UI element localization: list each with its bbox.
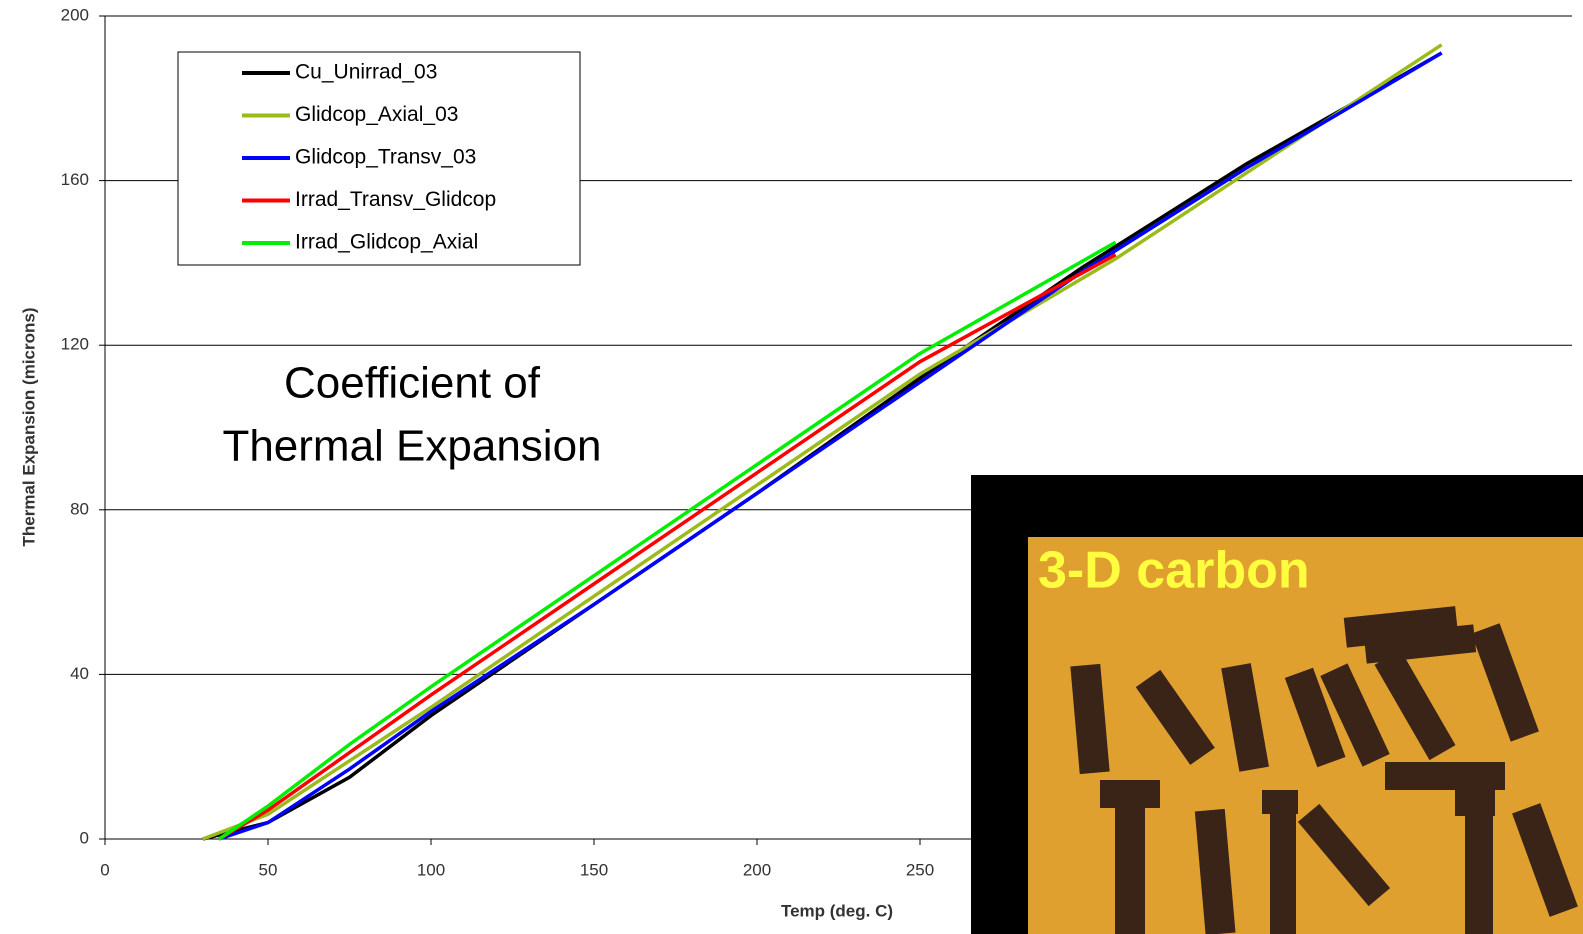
annotation: Thermal Expansion xyxy=(222,422,601,471)
x-axis-label: Temp (deg. C) xyxy=(781,901,893,920)
y-tick-label: 40 xyxy=(70,664,89,683)
x-tick-label: 250 xyxy=(906,860,934,879)
legend-label: Irrad_Glidcop_Axial xyxy=(295,231,478,254)
y-tick-label: 160 xyxy=(61,170,89,189)
y-axis-label: Thermal Expansion (microns) xyxy=(19,308,38,547)
y-tick-label: 120 xyxy=(61,335,89,354)
inset-label: 3-D carbon xyxy=(1038,542,1310,600)
chart: 250 200 150 100 50 0 200 160 120 80 40 0 Thermal Ex… xyxy=(0,0,1583,934)
legend-label: Irrad_Transv_Glidcop xyxy=(295,188,496,211)
y-tick-label: 0 xyxy=(80,828,89,847)
annotation: Coefficient of xyxy=(284,359,541,408)
legend-label: Glidcop_Axial_03 xyxy=(295,103,458,126)
inset-photo: 3-D carbon xyxy=(971,475,1583,934)
x-tick-label: 100 xyxy=(417,860,445,879)
x-tick-label: 150 xyxy=(580,860,608,879)
x-tick-label: 50 xyxy=(259,860,278,879)
legend-label: Cu_Unirrad_03 xyxy=(295,61,437,84)
x-tick-label: 200 xyxy=(743,860,771,879)
y-tick-label: 80 xyxy=(70,499,89,518)
x-tick-label: 0 xyxy=(100,860,109,879)
y-tick-label: 200 xyxy=(61,5,89,24)
legend-label: Glidcop_Transv_03 xyxy=(295,146,476,169)
